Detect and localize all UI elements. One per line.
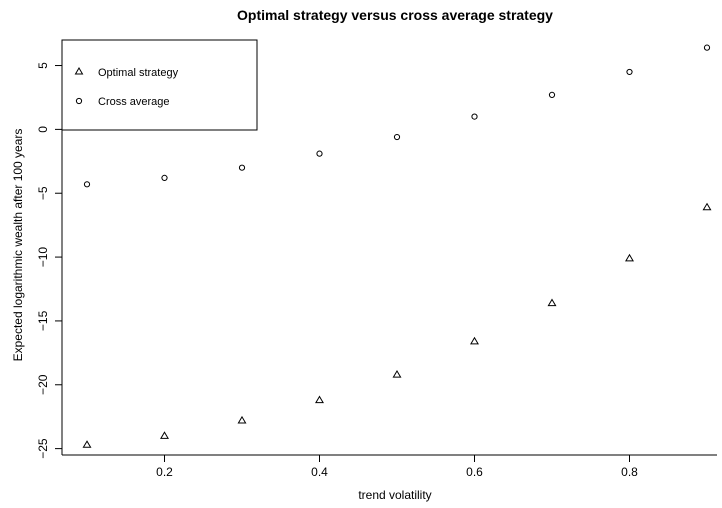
y-tick-label: −5 <box>36 186 50 200</box>
cross-average-point <box>238 164 246 171</box>
y-tick-label: −20 <box>36 374 50 395</box>
legend-box <box>61 39 258 131</box>
cross-average-point <box>548 91 556 99</box>
x-axis-label: trend volatility <box>358 488 431 502</box>
optimal-strategy-point <box>82 440 92 448</box>
y-axis-label: Expected logarithmic wealth after 100 ye… <box>11 129 25 362</box>
legend-optimal-label: Optimal strategy <box>98 67 179 79</box>
cross-average-point <box>83 181 91 188</box>
cross-average-point <box>316 150 323 157</box>
x-tick-label: 0.6 <box>466 465 483 479</box>
optimal-strategy-point <box>625 253 634 262</box>
legend-circle-marker <box>75 97 83 105</box>
cross-average-point <box>626 68 633 76</box>
x-axis-ticks: 0.2 0.4 0.6 0.8 <box>156 455 638 479</box>
chart-title: Optimal strategy versus cross average st… <box>237 7 553 23</box>
y-tick-label: 5 <box>36 62 50 69</box>
x-tick-label: 0.2 <box>156 465 173 479</box>
legend-cross-average-label: Cross average <box>98 96 170 108</box>
y-tick-label: −15 <box>36 310 50 331</box>
legend: Optimal strategy Cross average <box>61 39 258 131</box>
optimal-strategy-point <box>315 395 324 404</box>
y-tick-label: 0 <box>36 126 50 133</box>
y-axis-ticks: −25 −20 −15 −10 −5 0 5 <box>36 62 62 459</box>
cross-average-point <box>393 133 401 141</box>
cross-average-point <box>703 44 711 51</box>
y-tick-label: −10 <box>36 247 50 268</box>
legend-triangle-marker <box>74 67 84 75</box>
cross-average-point <box>161 174 168 182</box>
optimal-strategy-point <box>237 415 247 424</box>
optimal-strategy-point <box>547 298 557 307</box>
y-tick-label: −25 <box>36 438 50 459</box>
x-tick-label: 0.4 <box>311 465 328 479</box>
optimal-strategy-point <box>392 369 402 378</box>
optimal-strategy-point <box>702 202 712 211</box>
x-tick-label: 0.8 <box>621 465 638 479</box>
cross-average-point <box>471 113 478 120</box>
optimal-strategy-point <box>160 431 169 439</box>
data-points <box>82 44 712 448</box>
optimal-strategy-point <box>470 336 479 345</box>
